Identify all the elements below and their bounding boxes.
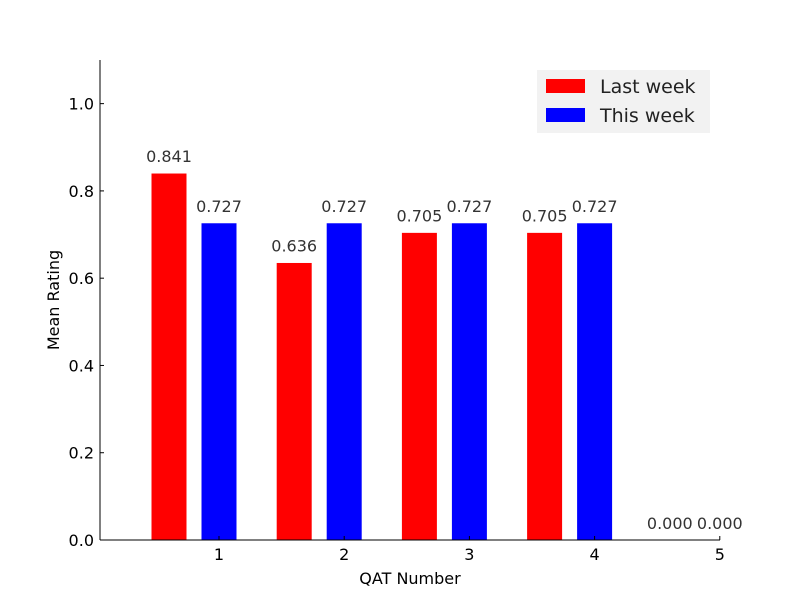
data-label-last-week-3: 0.705 [396,206,442,225]
bar-last-week-4 [526,231,564,541]
x-tick-label: 5 [715,545,725,564]
x-tick-label: 2 [339,545,349,564]
bar-this-week-4 [576,222,614,541]
data-label-last-week-2: 0.636 [271,236,317,255]
data-label-this-week-1: 0.727 [196,197,242,216]
data-label-this-week-5: 0.000 [697,514,743,533]
y-tick-label: 0.0 [69,531,94,550]
x-tick-label: 4 [590,545,600,564]
data-label-this-week-4: 0.727 [572,197,618,216]
y-tick-label: 0.8 [69,182,94,201]
y-tick-label: 0.2 [69,444,94,463]
bar-this-week-1 [200,222,238,541]
bars-group [150,172,614,541]
bar-last-week-3 [400,231,438,541]
legend: Last week This week [537,70,710,133]
data-labels-group: 0.841 0.636 0.705 0.705 0.000 0.727 0.727 0.727… [146,147,743,533]
y-tick-label: 1.0 [69,95,94,114]
data-label-last-week-1: 0.841 [146,147,192,166]
data-label-this-week-2: 0.727 [321,197,367,216]
data-label-last-week-4: 0.705 [522,206,568,225]
bar-last-week-1 [150,172,188,541]
bar-last-week-2 [275,261,313,541]
x-axis-label: QAT Number [359,569,461,588]
x-tick-label: 1 [214,545,224,564]
legend-label-this-week: This week [599,105,695,127]
legend-label-last-week: Last week [600,76,696,98]
data-label-this-week-3: 0.727 [446,197,492,216]
legend-swatch-last-week [546,79,585,93]
y-tick-label: 0.6 [69,269,94,288]
legend-swatch-this-week [546,108,585,122]
y-ticks-group: 0.0 0.2 0.4 0.6 0.8 1.0 [69,95,104,550]
x-ticks-group: 1 2 3 4 5 [214,536,725,564]
y-tick-label: 0.4 [69,356,94,375]
y-axis-label: Mean Rating [44,250,63,350]
bar-this-week-3 [450,222,488,541]
data-label-last-week-5: 0.000 [647,514,693,533]
x-tick-label: 3 [464,545,474,564]
bar-this-week-2 [325,222,363,541]
